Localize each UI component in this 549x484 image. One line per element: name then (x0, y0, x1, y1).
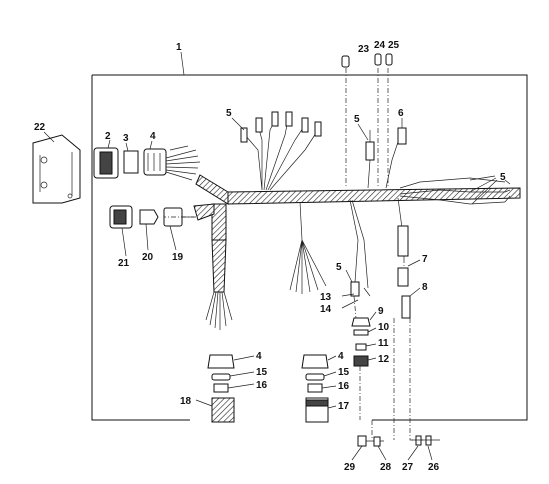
callout-8: 8 (422, 282, 428, 293)
callout-15: 15 (338, 367, 350, 378)
callout-5: 5 (336, 262, 342, 273)
callout-17: 17 (338, 401, 350, 412)
right-connector-stack (351, 317, 371, 367)
upper-left-connector-group (93, 145, 201, 181)
callout-28: 28 (380, 462, 392, 473)
callout-14: 14 (320, 304, 332, 315)
callout-24: 24 (374, 40, 386, 51)
callout-18: 18 (180, 396, 192, 407)
callout-20: 20 (142, 252, 154, 263)
mounting-bracket (32, 134, 81, 204)
callout-4: 4 (150, 131, 156, 142)
callout-2: 2 (105, 131, 111, 142)
callout-23: 23 (358, 44, 370, 55)
sleeve-parts (397, 267, 411, 319)
callout-3: 3 (123, 133, 129, 144)
callout-10: 10 (378, 322, 390, 333)
lower-left-connector-group (109, 205, 194, 229)
callout-7: 7 (422, 254, 428, 265)
callout-19: 19 (172, 252, 184, 263)
assembly-leader-lines (164, 68, 424, 441)
callout-27: 27 (402, 462, 414, 473)
callout-5: 5 (354, 114, 360, 125)
callout-15: 15 (256, 367, 268, 378)
callout-26: 26 (428, 462, 440, 473)
callout-5: 5 (500, 172, 506, 183)
callout-16: 16 (338, 381, 350, 392)
callout-5: 5 (226, 108, 232, 119)
callout-labels: 1 2 3 4 4 4 5 5 5 5 6 7 8 9 10 11 12 13 … (34, 40, 506, 473)
assembly-frame (92, 74, 528, 421)
callout-29: 29 (344, 462, 356, 473)
main-harness-trunk (193, 174, 521, 259)
callout-11: 11 (378, 338, 389, 349)
callout-25: 25 (388, 40, 400, 51)
middle-vertical-branch (289, 201, 329, 423)
bottom-callout-leaders (351, 445, 433, 461)
callout-12: 12 (378, 354, 390, 365)
callout-13: 13 (320, 292, 332, 303)
callout-6: 6 (398, 108, 404, 119)
callout-leaders (43, 51, 498, 409)
left-vertical-branch (205, 239, 235, 423)
terminal-pins (341, 53, 393, 68)
top-breakout-wires (240, 111, 322, 191)
callout-21: 21 (118, 258, 130, 269)
callout-4: 4 (338, 351, 344, 362)
assembly-frame-left (91, 75, 190, 421)
callout-16: 16 (256, 380, 268, 391)
callout-22: 22 (34, 122, 46, 133)
callout-9: 9 (378, 306, 384, 317)
ground-branch (349, 199, 371, 297)
bottom-hardware (357, 435, 440, 447)
callout-4: 4 (256, 351, 262, 362)
callout-1: 1 (176, 42, 182, 53)
